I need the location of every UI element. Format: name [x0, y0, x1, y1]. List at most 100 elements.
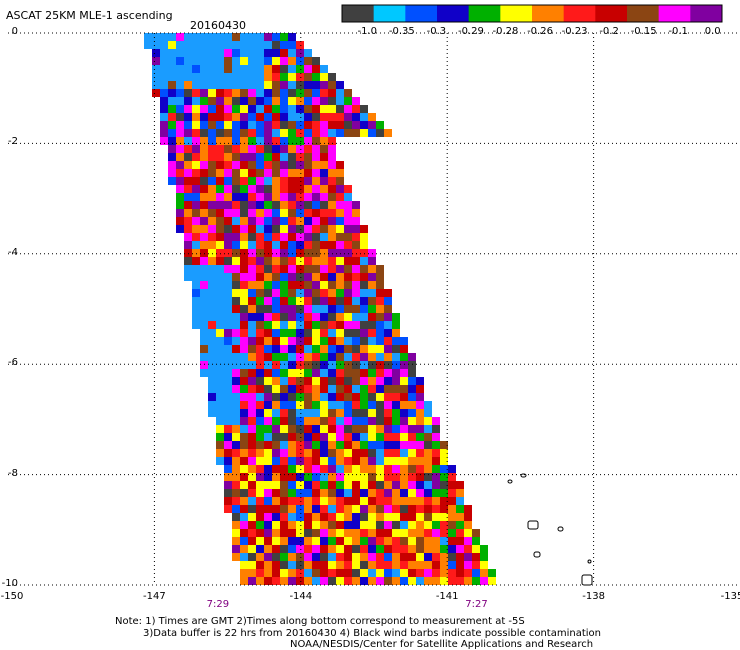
swath-cell — [344, 105, 352, 113]
swath-cell — [312, 73, 320, 81]
swath-cell — [352, 241, 360, 249]
swath-cell — [240, 545, 248, 553]
swath-cell — [304, 193, 312, 201]
swath-cell — [440, 577, 448, 585]
swath-cell — [288, 561, 296, 569]
swath-cell — [224, 153, 232, 161]
swath-cell — [456, 521, 464, 529]
swath-cell — [240, 281, 248, 289]
swath-cell — [304, 49, 312, 57]
swath-cell — [400, 465, 408, 473]
swath-cell — [352, 265, 360, 273]
swath-cell — [352, 209, 360, 217]
swath-cell — [240, 57, 248, 65]
swath-cell — [264, 481, 272, 489]
swath-cell — [304, 537, 312, 545]
swath-cell — [248, 521, 256, 529]
swath-cell — [424, 553, 432, 561]
swath-cell — [224, 377, 232, 385]
swath-cell — [288, 257, 296, 265]
swath-cell — [240, 393, 248, 401]
swath-cell — [416, 521, 424, 529]
swath-cell — [240, 225, 248, 233]
swath-cell — [232, 177, 240, 185]
swath-cell — [320, 369, 328, 377]
swath-cell — [232, 153, 240, 161]
swath-cell — [176, 97, 184, 105]
swath-cell — [360, 473, 368, 481]
swath-cell — [216, 81, 224, 89]
swath-cell — [368, 553, 376, 561]
swath-cell — [312, 121, 320, 129]
swath-cell — [304, 169, 312, 177]
swath-cell — [224, 393, 232, 401]
swath-cell — [288, 425, 296, 433]
swath-cell — [328, 177, 336, 185]
swath-cell — [232, 425, 240, 433]
swath-cell — [184, 249, 192, 257]
swath-cell — [432, 465, 440, 473]
swath-cell — [368, 457, 376, 465]
swath-cell — [360, 329, 368, 337]
swath-cell — [192, 57, 200, 65]
swath-cell — [352, 385, 360, 393]
swath-cell — [320, 313, 328, 321]
swath-cell — [280, 305, 288, 313]
swath-cell — [304, 529, 312, 537]
swath-cell — [248, 169, 256, 177]
swath-cell — [216, 409, 224, 417]
swath-cell — [320, 121, 328, 129]
swath-cell — [208, 137, 216, 145]
swath-cell — [256, 105, 264, 113]
swath-cell — [288, 497, 296, 505]
swath-cell — [256, 121, 264, 129]
swath-cell — [232, 353, 240, 361]
swath-cell — [256, 529, 264, 537]
swath-cell — [288, 89, 296, 97]
swath-cell — [264, 353, 272, 361]
swath-cell — [248, 97, 256, 105]
swath-cell — [328, 305, 336, 313]
swath-cell — [280, 153, 288, 161]
swath-cell — [152, 81, 160, 89]
swath-cell — [344, 377, 352, 385]
swath-cell — [336, 401, 344, 409]
swath-cell — [240, 137, 248, 145]
swath-cell — [240, 561, 248, 569]
swath-cell — [376, 337, 384, 345]
swath-cell — [168, 41, 176, 49]
swath-cell — [184, 137, 192, 145]
swath-cell — [296, 385, 304, 393]
swath-cell — [280, 201, 288, 209]
swath-cell — [352, 289, 360, 297]
swath-cell — [216, 89, 224, 97]
swath-cell — [272, 369, 280, 377]
swath-cell — [320, 497, 328, 505]
swath-cell — [368, 289, 376, 297]
swath-cell — [312, 265, 320, 273]
swath-cell — [240, 433, 248, 441]
swath-cell — [224, 449, 232, 457]
swath-cell — [336, 561, 344, 569]
swath-cell — [288, 113, 296, 121]
swath-cell — [320, 473, 328, 481]
swath-cell — [232, 465, 240, 473]
swath-cell — [176, 193, 184, 201]
swath-cell — [216, 353, 224, 361]
swath-cell — [160, 129, 168, 137]
swath-cell — [200, 153, 208, 161]
swath-cell — [416, 545, 424, 553]
swath-cell — [392, 569, 400, 577]
swath-cell — [376, 289, 384, 297]
swath-cell — [256, 505, 264, 513]
swath-cell — [232, 505, 240, 513]
swath-cell — [264, 505, 272, 513]
swath-cell — [320, 89, 328, 97]
swath-cell — [280, 65, 288, 73]
swath-cell — [304, 577, 312, 585]
swath-cell — [208, 241, 216, 249]
swath-cell — [376, 481, 384, 489]
swath-cell — [144, 33, 152, 41]
swath-cell — [176, 201, 184, 209]
